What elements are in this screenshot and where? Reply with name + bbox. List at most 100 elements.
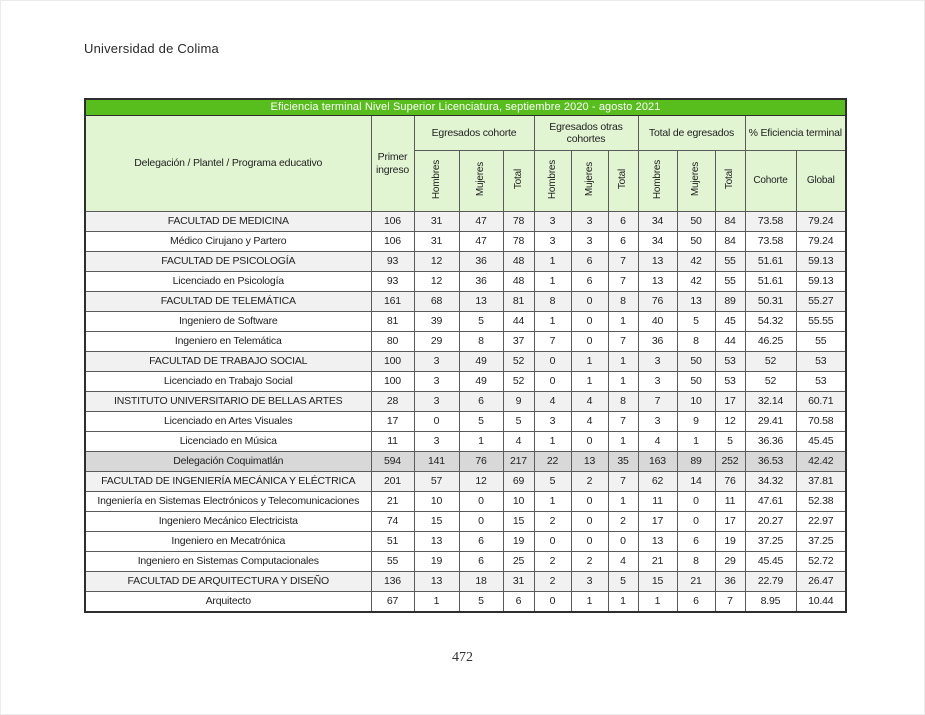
table-row: FACULTAD DE TRABAJO SOCIAL 100 3 49 52 0 1 1 3 50… xyxy=(84,351,847,372)
row-value: 25 xyxy=(502,551,535,572)
row-value: 1 xyxy=(533,491,572,512)
row-value: 8 xyxy=(458,331,504,352)
subheader-label: Mujeres xyxy=(690,162,702,197)
table-row: Licenciado en Psicología 93 12 36 48 1 6 7 13 42 5… xyxy=(84,271,847,292)
group-header-total-egresados: Total de egresados xyxy=(637,115,746,151)
row-value: 45 xyxy=(714,311,746,332)
table-row: Ingeniero en Telemática 80 29 8 37 7 0 7 36 8 44 46… xyxy=(84,331,847,352)
row-value: 6 xyxy=(676,591,716,613)
row-value: 106 xyxy=(370,231,415,252)
row-value: 32.14 xyxy=(744,391,797,412)
row-value: 3 xyxy=(413,391,460,412)
row-value: 1 xyxy=(533,251,572,272)
row-value: 84 xyxy=(714,211,746,232)
row-value: 9 xyxy=(676,411,716,432)
row-value: 36.53 xyxy=(744,451,797,472)
row-value: 37.25 xyxy=(744,531,797,552)
row-value: 19 xyxy=(413,551,460,572)
row-label: Licenciado en Psicología xyxy=(84,271,372,292)
row-value: 79.24 xyxy=(795,231,847,252)
row-value: 6 xyxy=(607,211,639,232)
row-value: 1 xyxy=(570,351,609,372)
row-value: 73.58 xyxy=(744,231,797,252)
row-value: 3 xyxy=(533,211,572,232)
row-value: 31 xyxy=(502,571,535,592)
group-header-egresados-cohorte: Egresados cohorte xyxy=(413,115,535,151)
subheader-otras-total: Total xyxy=(607,150,639,212)
row-value: 34.32 xyxy=(744,471,797,492)
table-row: FACULTAD DE INGENIERÍA MECÁNICA Y ELÉCTR… xyxy=(84,471,847,492)
row-label: Ingeniero Mecánico Electricista xyxy=(84,511,372,532)
row-value: 76 xyxy=(458,451,504,472)
row-value: 252 xyxy=(714,451,746,472)
row-label: Ingeniero en Telemática xyxy=(84,331,372,352)
row-value: 28 xyxy=(370,391,415,412)
table-title-row: Eficiencia terminal Nivel Superior Licen… xyxy=(84,98,847,116)
row-value: 4 xyxy=(570,411,609,432)
row-value: 1 xyxy=(533,431,572,452)
row-value: 47 xyxy=(458,231,504,252)
subheader-cohorte-hombres: Hombres xyxy=(413,150,460,212)
row-value: 55.27 xyxy=(795,291,847,312)
row-label: Licenciado en Artes Visuales xyxy=(84,411,372,432)
row-value: 31 xyxy=(413,211,460,232)
row-value: 10 xyxy=(676,391,716,412)
row-value: 1 xyxy=(413,591,460,613)
row-value: 2 xyxy=(533,511,572,532)
row-value: 51 xyxy=(370,531,415,552)
group-header-eficiencia-terminal: % Eficiencia terminal xyxy=(744,115,847,151)
row-value: 22 xyxy=(533,451,572,472)
column-header-primer-ingreso: Primer ingreso xyxy=(370,115,415,212)
row-value: 13 xyxy=(458,291,504,312)
row-value: 50 xyxy=(676,231,716,252)
row-value: 136 xyxy=(370,571,415,592)
row-value: 1 xyxy=(637,591,678,613)
row-value: 1 xyxy=(570,591,609,613)
row-value: 1 xyxy=(607,351,639,372)
row-value: 7 xyxy=(607,411,639,432)
row-value: 17 xyxy=(714,391,746,412)
row-value: 0 xyxy=(413,411,460,432)
row-value: 89 xyxy=(714,291,746,312)
row-value: 7 xyxy=(607,271,639,292)
row-value: 52 xyxy=(502,351,535,372)
row-value: 11 xyxy=(714,491,746,512)
row-value: 53 xyxy=(795,351,847,372)
row-label: Delegación Coquimatlán xyxy=(84,451,372,472)
row-value: 13 xyxy=(570,451,609,472)
row-value: 50 xyxy=(676,211,716,232)
row-value: 54.32 xyxy=(744,311,797,332)
table-row: INSTITUTO UNIVERSITARIO DE BELLAS ARTES 2… xyxy=(84,391,847,412)
row-value: 29 xyxy=(714,551,746,572)
row-value: 93 xyxy=(370,271,415,292)
row-value: 36 xyxy=(458,271,504,292)
row-value: 5 xyxy=(458,411,504,432)
row-value: 70.58 xyxy=(795,411,847,432)
row-value: 13 xyxy=(637,271,678,292)
table-row: Ingeniero en Mecatrónica 51 13 6 19 0 0 0 13 6 19 3… xyxy=(84,531,847,552)
row-value: 47.61 xyxy=(744,491,797,512)
row-value: 15 xyxy=(637,571,678,592)
row-value: 89 xyxy=(676,451,716,472)
table-row: FACULTAD DE ARQUITECTURA Y DISEÑO 136 13 18… xyxy=(84,571,847,592)
table-row: Licenciado en Música 11 3 1 4 1 0 1 4 1 5 36.36 45.4… xyxy=(84,431,847,452)
row-value: 74 xyxy=(370,511,415,532)
subheader-otras-hombres: Hombres xyxy=(533,150,572,212)
row-value: 52.38 xyxy=(795,491,847,512)
row-value: 5 xyxy=(458,591,504,613)
subheader-eficiencia-cohorte: Cohorte xyxy=(744,150,797,212)
row-value: 5 xyxy=(607,571,639,592)
row-value: 12 xyxy=(413,271,460,292)
row-value: 3 xyxy=(570,571,609,592)
row-value: 10 xyxy=(502,491,535,512)
row-value: 68 xyxy=(413,291,460,312)
row-value: 594 xyxy=(370,451,415,472)
row-value: 8 xyxy=(676,551,716,572)
row-value: 1 xyxy=(533,311,572,332)
subheader-label: Hombres xyxy=(430,159,442,199)
subheader-total-total: Total xyxy=(714,150,746,212)
row-value: 8 xyxy=(533,291,572,312)
row-value: 69 xyxy=(502,471,535,492)
table-group-header-row: Delegación / Plantel / Programa educativ… xyxy=(84,115,847,212)
group-header-egresados-otras-cohortes: Egresados otras cohortes xyxy=(533,115,639,151)
